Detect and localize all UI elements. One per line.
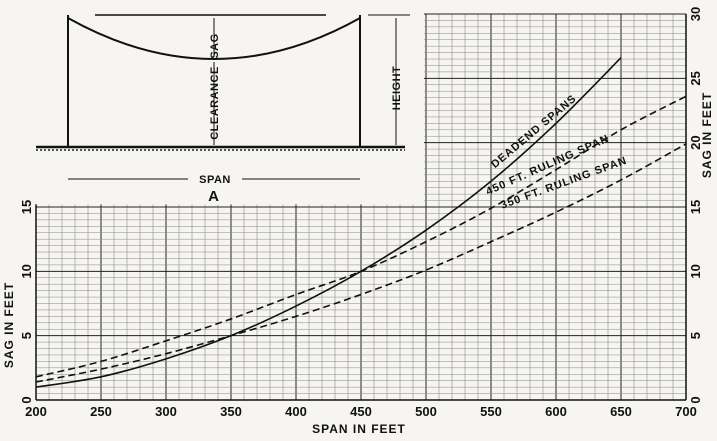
x-tick-label: 350 (220, 404, 242, 419)
diagram-sag-label: SAG (209, 33, 221, 58)
tick-labels: 200 250 300 350 400 450 500 550 600 650 7000510150… (19, 7, 703, 419)
diagram-label: A (208, 188, 220, 205)
diagram-height-label: HEIGHT (391, 66, 403, 111)
x-tick-label: 500 (415, 404, 437, 419)
diagram-background (34, 8, 414, 203)
x-tick-label: 600 (545, 404, 567, 419)
series-line-deadend (35, 57, 622, 388)
x-tick-label: 450 (350, 404, 372, 419)
y-left-tick-label: 5 (19, 332, 34, 339)
x-axis-title: SPAN IN FEET (312, 422, 406, 436)
y-right-tick-label: 30 (688, 7, 703, 21)
x-tick-label: 550 (480, 404, 502, 419)
y-left-tick-label: 15 (19, 200, 34, 214)
x-tick-label: 300 (155, 404, 177, 419)
y-left-tick-label: 0 (19, 396, 34, 403)
x-tick-label: 700 (675, 404, 697, 419)
y-right-tick-label: 5 (688, 332, 703, 339)
x-tick-label: 650 (610, 404, 632, 419)
y-axis-title-left: SAG IN FEET (2, 282, 16, 368)
y-left-tick-label: 10 (19, 264, 34, 278)
axes (35, 14, 687, 401)
y-axis-title-right: SAG IN FEET (700, 92, 714, 178)
diagram-conductor (67, 17, 361, 60)
x-tick-label: 200 (25, 404, 47, 419)
y-right-tick-label: 0 (688, 396, 703, 403)
y-right-tick-label: 20 (688, 135, 703, 149)
span-diagram: SAG CLEARANCE HEIGHT SPAN A (34, 8, 414, 205)
x-tick-label: 250 (90, 404, 112, 419)
diagram-clearance-label: CLEARANCE (209, 66, 221, 140)
y-right-tick-label: 25 (688, 71, 703, 85)
x-tick-label: 400 (285, 404, 307, 419)
diagram-span-label: SPAN (199, 174, 231, 186)
series-lines (35, 57, 687, 388)
series-line-350 (35, 143, 687, 383)
y-right-tick-label: 15 (688, 200, 703, 214)
y-right-tick-label: 10 (688, 264, 703, 278)
series-line-450 (35, 95, 687, 378)
